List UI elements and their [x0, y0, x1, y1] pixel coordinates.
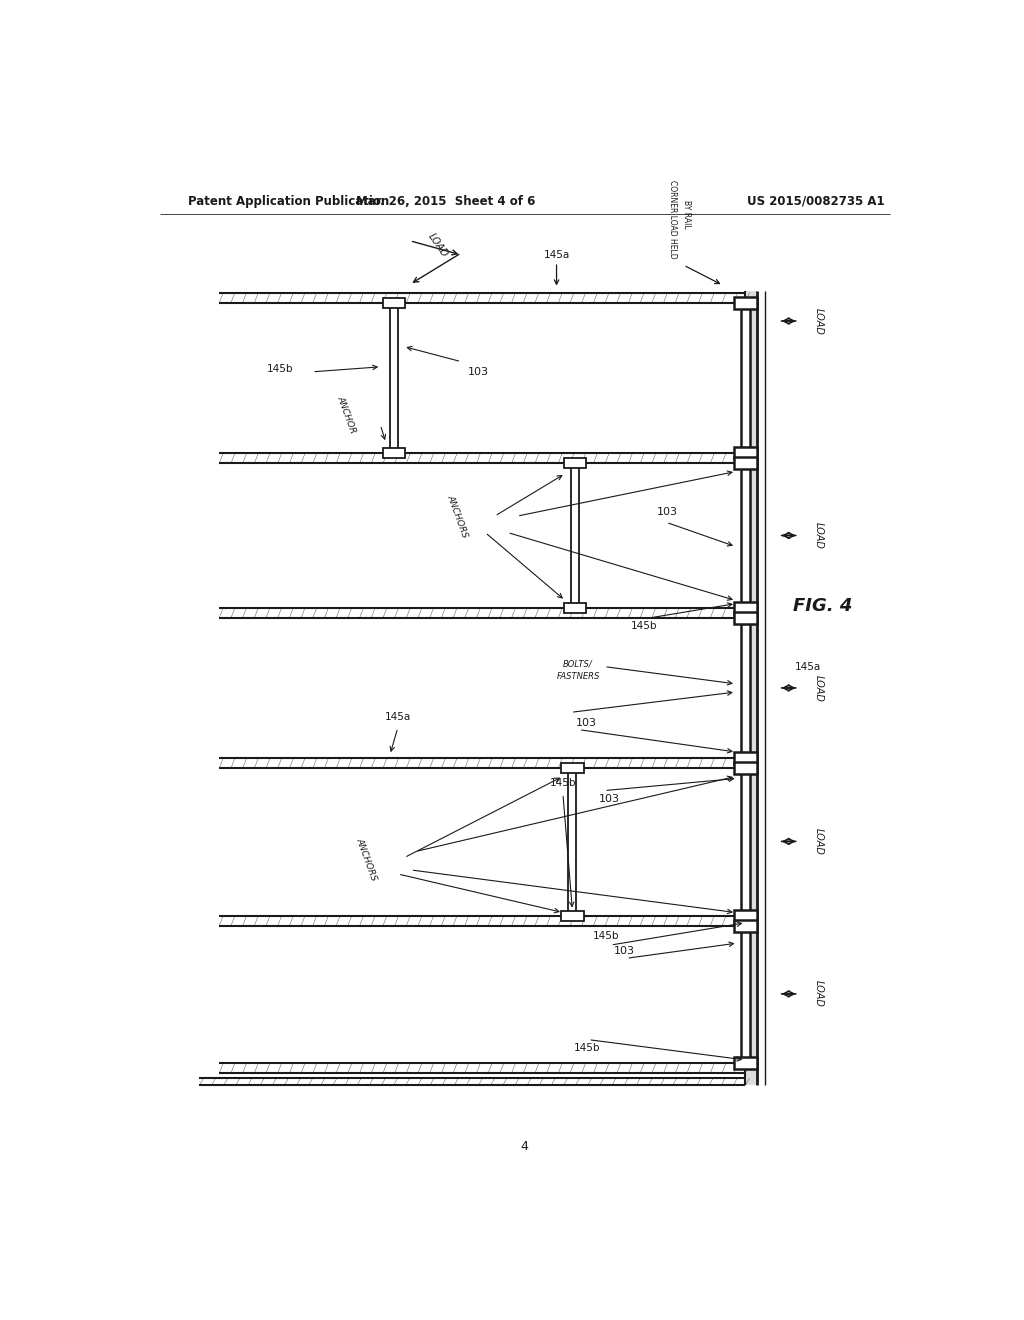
Text: LOAD: LOAD	[813, 981, 823, 1007]
Bar	[733, 297, 758, 309]
Text: 145b: 145b	[267, 364, 294, 374]
Bar	[570, 463, 579, 607]
Bar	[733, 762, 758, 775]
Bar	[383, 297, 404, 308]
Text: FASTNERS: FASTNERS	[556, 672, 600, 681]
Text: ANCHORS: ANCHORS	[445, 494, 469, 539]
Bar	[563, 602, 586, 612]
Text: 145b: 145b	[631, 620, 657, 631]
Bar	[740, 925, 751, 1063]
Text: ANCHOR: ANCHOR	[335, 395, 357, 434]
Text: 145a: 145a	[544, 249, 569, 260]
Text: LOAD: LOAD	[813, 675, 823, 701]
Text: 103: 103	[577, 718, 597, 727]
Bar	[733, 457, 758, 470]
Bar	[745, 290, 758, 1085]
Text: 145b: 145b	[550, 779, 577, 788]
Text: ANCHORS: ANCHORS	[354, 837, 378, 882]
Bar	[733, 920, 758, 932]
Text: 103: 103	[657, 507, 678, 517]
Bar	[733, 611, 758, 624]
Bar	[561, 911, 584, 921]
Text: 145b: 145b	[573, 1043, 600, 1053]
Bar	[568, 768, 577, 916]
Bar	[390, 302, 398, 453]
Bar	[733, 752, 758, 764]
Text: 103: 103	[598, 793, 620, 804]
Bar	[561, 763, 584, 774]
Text: 103: 103	[613, 946, 635, 956]
Text: FIG. 4: FIG. 4	[793, 597, 852, 615]
Text: BY RAIL: BY RAIL	[682, 201, 691, 228]
Bar	[733, 602, 758, 614]
Text: 145a: 145a	[795, 661, 821, 672]
Text: BOLTS/: BOLTS/	[563, 659, 593, 668]
Bar	[740, 302, 751, 453]
Text: 103: 103	[468, 367, 489, 376]
Bar	[740, 463, 751, 607]
Bar	[740, 768, 751, 916]
Bar	[383, 447, 404, 458]
Text: 4: 4	[521, 1140, 528, 1152]
Bar	[563, 458, 586, 469]
Text: LOAD: LOAD	[813, 828, 823, 855]
Bar	[740, 618, 751, 758]
Text: LOAD: LOAD	[813, 308, 823, 334]
Text: Patent Application Publication: Patent Application Publication	[187, 194, 389, 207]
Text: 145b: 145b	[593, 931, 620, 941]
Text: 145a: 145a	[385, 713, 411, 722]
Bar	[733, 909, 758, 921]
Bar	[733, 1057, 758, 1069]
Text: CORNER LOAD HELD: CORNER LOAD HELD	[668, 180, 677, 259]
Bar	[733, 447, 758, 459]
Text: LOAD: LOAD	[426, 231, 450, 259]
Text: LOAD: LOAD	[813, 521, 823, 549]
Text: US 2015/0082735 A1: US 2015/0082735 A1	[748, 194, 885, 207]
Text: Mar. 26, 2015  Sheet 4 of 6: Mar. 26, 2015 Sheet 4 of 6	[355, 194, 536, 207]
